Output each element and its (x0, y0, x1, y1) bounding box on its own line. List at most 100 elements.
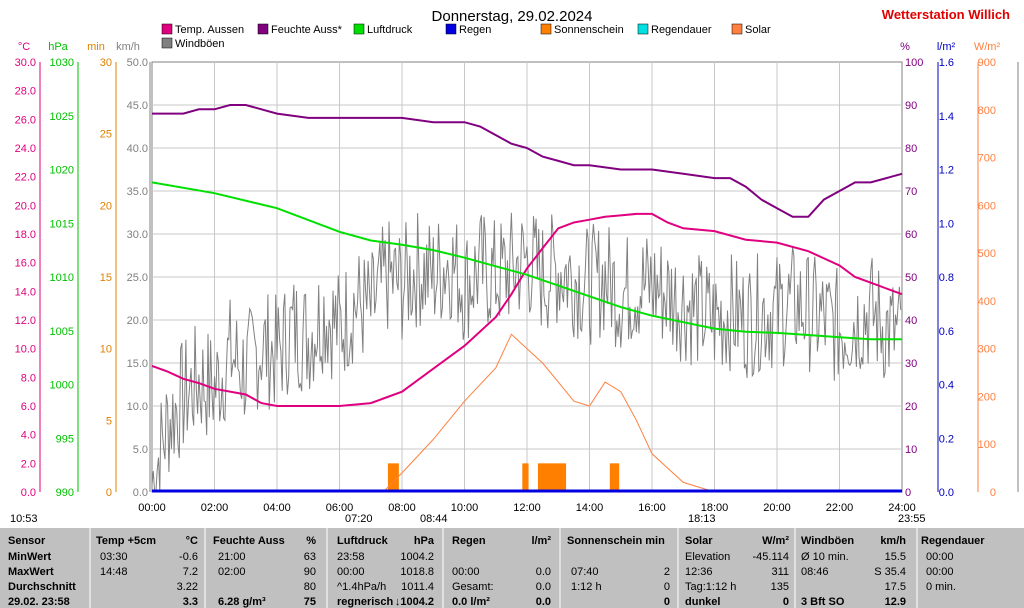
table-cell-3-3: 6.28 g/m³ (218, 596, 266, 608)
table-header-0: Sensor (8, 535, 46, 547)
axis-6-tick-3: 600 (978, 200, 996, 212)
axis-3-tick-9: 5.0 (133, 444, 148, 456)
axis-unit-5: l/m² (937, 41, 956, 53)
series-line-luftdruck (151, 181, 902, 341)
table-cell-2-0: Durchschnitt (8, 581, 76, 593)
table-cell-2-15: 0 min. (926, 581, 956, 593)
table-cell-1-9: 07:40 (571, 566, 599, 578)
axis-0-tick-8: 14.0 (15, 286, 36, 298)
axis-0-tick-6: 18.0 (15, 229, 36, 241)
table-cell-2-12: 135 (771, 581, 789, 593)
axis-6-tick-6: 300 (978, 344, 996, 356)
table-cell-1-1: 14:48 (100, 566, 128, 578)
table-cell-2-2: 3.22 (177, 581, 198, 593)
table-cell-3-6: ↓1004.2 (395, 596, 434, 608)
table-background (0, 528, 1024, 608)
axis-4-tick-1: 90 (905, 100, 917, 112)
axis-6-tick-8: 100 (978, 439, 996, 451)
axis-3-tick-0: 50.0 (127, 57, 148, 69)
axis-3-tick-3: 35.0 (127, 186, 148, 198)
axis-3-tick-4: 30.0 (127, 229, 148, 241)
x-tick-10: 20:00 (763, 502, 791, 514)
table-cell-1-5: 00:00 (337, 566, 365, 578)
axis-4-tick-8: 20 (905, 401, 917, 413)
axis-2-tick-3: 15 (100, 272, 112, 284)
legend-label-1: Feuchte Auss* (271, 24, 343, 36)
table-cell-1-4: 90 (304, 566, 316, 578)
x-tick-7: 14:00 (576, 502, 604, 514)
series-line-temp-aussen (151, 212, 903, 407)
table-cell-3-12: 0 (783, 596, 789, 608)
table-cell-3-13: 3 Bft SO (801, 596, 845, 608)
axis-4-tick-6: 40 (905, 315, 917, 327)
axis-0-tick-0: 30.0 (15, 57, 36, 69)
table-cell-2-4: 80 (304, 581, 316, 593)
legend-label-5: Regendauer (651, 24, 712, 36)
chart-title: Donnerstag, 29.02.2024 (432, 8, 593, 25)
time-markers: 10:53 07:20 08:44 18:13 23:55 (10, 513, 926, 525)
table-cell-3-7: 0.0 l/m² (452, 596, 490, 608)
axis-3-tick-2: 40.0 (127, 143, 148, 155)
table-cell-0-2: -0.6 (179, 551, 198, 563)
table-cell-0-1: 03:30 (100, 551, 128, 563)
axis-6-tick-7: 200 (978, 391, 996, 403)
axis-3-tick-5: 25.0 (127, 272, 148, 284)
table-cell-0-11: Elevation (685, 551, 730, 563)
table-cell-2-5: ^1.4hPa/h (337, 581, 386, 593)
axis-1-tick-6: 1000 (50, 380, 74, 392)
axis-0-tick-7: 16.0 (15, 258, 36, 270)
table-cell-3-4: 75 (304, 596, 316, 608)
table-cell-0-15: 00:00 (926, 551, 954, 563)
table-cell-3-10: 0 (664, 596, 670, 608)
x-tick-4: 08:00 (388, 502, 416, 514)
table-cell-2-10: 0 (664, 581, 670, 593)
table-cell-2-8: 0.0 (536, 581, 551, 593)
axis-1-tick-2: 1020 (50, 165, 74, 177)
legend-swatch-5 (637, 23, 649, 35)
table-cell-0-5: 23:58 (337, 551, 365, 563)
axis-5-tick-3: 1.0 (939, 218, 954, 230)
axis-4-tick-10: 0 (905, 487, 911, 499)
x-tick-12: 24:00 (888, 502, 916, 514)
legend-label-2: Luftdruck (367, 24, 413, 36)
table-cell-0-0: MinWert (8, 551, 52, 563)
axis-6-tick-5: 400 (978, 296, 996, 308)
table-cell-3-5: regnerisch (337, 596, 394, 608)
time-marker-4: 23:55 (898, 513, 926, 525)
legend-label-3: Regen (459, 24, 491, 36)
axis-4-tick-2: 80 (905, 143, 917, 155)
axis-5-tick-2: 1.2 (939, 165, 954, 177)
axis-unit-0: °C (18, 41, 30, 53)
table-cell-0-4: 63 (304, 551, 316, 563)
axis-3-tick-10: 0.0 (133, 487, 148, 499)
table-cell-0-13: Ø 10 min. (801, 551, 849, 563)
table-cell-3-8: 0.0 (536, 596, 551, 608)
axis-1-tick-7: 995 (56, 433, 74, 445)
axis-5-tick-1: 1.4 (939, 111, 954, 123)
table-cell-1-15: 00:00 (926, 566, 954, 578)
axis-0-tick-15: 0.0 (21, 487, 36, 499)
axis-6-tick-2: 700 (978, 153, 996, 165)
legend-swatch-0 (161, 23, 173, 35)
axis-0-tick-14: 2.0 (21, 458, 36, 470)
table-cell-3-14: 12.9 (885, 596, 906, 608)
axis-2-tick-4: 10 (100, 344, 112, 356)
table-cell-2-6: 1011.4 (401, 581, 434, 593)
legend-label-6: Solar (745, 24, 771, 36)
table-cell-1-10: 2 (664, 566, 670, 578)
table-header-7: Regen (452, 535, 486, 547)
table-cell-1-14: S 35.4 (874, 566, 906, 578)
axis-unit-1: hPa (48, 41, 68, 53)
x-tick-11: 22:00 (826, 502, 854, 514)
legend-label-7: Windböen (175, 38, 225, 50)
chart-grid (39, 61, 1019, 493)
axis-5-tick-6: 0.4 (939, 380, 954, 392)
axis-0-tick-12: 6.0 (21, 401, 36, 413)
x-tick-2: 04:00 (263, 502, 291, 514)
table-cell-2-14: 17.5 (885, 581, 906, 593)
x-tick-3: 06:00 (326, 502, 354, 514)
axis-5-tick-7: 0.2 (939, 433, 954, 445)
table-cell-1-6: 1018.8 (400, 566, 434, 578)
